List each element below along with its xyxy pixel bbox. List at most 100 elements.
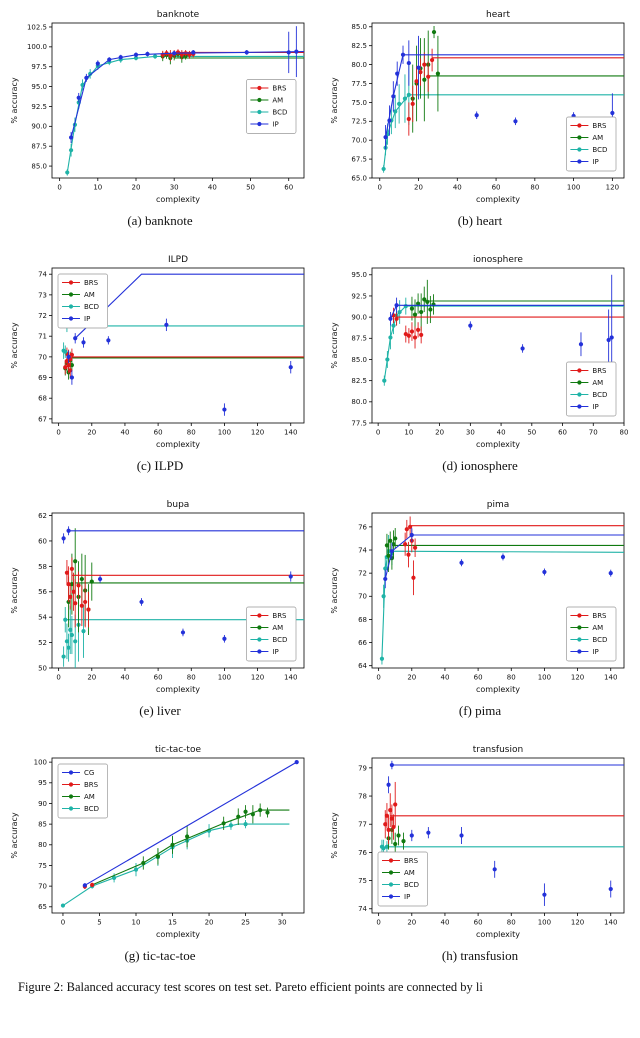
data-point <box>111 875 117 880</box>
data-point <box>578 342 584 347</box>
data-point <box>80 82 85 88</box>
y-tick-label: 75.0 <box>351 99 367 107</box>
legend-marker <box>388 882 394 887</box>
subplot-ilpd: ILPD 0 20 40 60 80 100 120 140 67 68 69 70 71 72 73 74 co… <box>7 251 313 474</box>
x-axis-label: complexity <box>476 440 520 449</box>
x-tick-label: 20 <box>414 184 423 192</box>
legend-label: BRS <box>272 85 287 93</box>
plot-frame <box>371 267 625 424</box>
x-tick-label: 140 <box>604 674 617 682</box>
subplot-caption-e: (e) liver <box>139 703 181 718</box>
legend-marker <box>257 649 262 654</box>
x-tick-label: 70 <box>589 429 598 437</box>
data-point <box>164 322 169 327</box>
data-point <box>388 316 393 321</box>
data-point <box>288 574 293 579</box>
legend-label: BCD <box>592 146 607 154</box>
series-brs <box>160 49 304 62</box>
y-axis-label: % accuracy <box>330 567 339 614</box>
x-tick-label: 0 <box>378 184 382 192</box>
series-am <box>63 351 304 380</box>
legend-marker <box>68 770 74 775</box>
data-point <box>389 549 394 554</box>
legend-marker <box>577 123 582 128</box>
data-point <box>152 54 158 59</box>
y-tick-label: 74 <box>358 905 367 913</box>
y-tick-label: 85.0 <box>31 162 47 170</box>
data-point <box>610 110 615 116</box>
data-point <box>608 886 613 892</box>
data-point <box>384 844 390 849</box>
legend-label: AM <box>592 379 603 387</box>
legend-box <box>566 116 617 172</box>
y-tick-label: 90.0 <box>31 123 47 131</box>
x-tick-label: 20 <box>87 674 96 682</box>
legend-marker <box>68 794 74 799</box>
data-point <box>89 579 94 584</box>
x-tick-label: 80 <box>530 184 539 192</box>
plot-area <box>379 516 625 665</box>
data-point <box>133 52 139 57</box>
data-point <box>425 299 430 304</box>
subplot-caption-f: (f) pima <box>458 703 502 718</box>
x-tick-label: 40 <box>120 429 129 437</box>
data-point <box>61 536 66 541</box>
data-point <box>385 357 390 362</box>
y-tick-label: 72.5 <box>351 118 367 126</box>
data-point <box>63 349 68 354</box>
y-tick-label: 90.0 <box>351 314 367 322</box>
y-tick-label: 85.0 <box>351 23 367 31</box>
data-point <box>69 363 74 368</box>
x-tick-label: 60 <box>558 429 567 437</box>
data-point <box>63 617 68 622</box>
data-point <box>66 363 71 368</box>
axes: ILPD 0 20 40 60 80 100 120 140 67 68 69 70 71 72 73 74 co… <box>10 255 305 449</box>
legend-label: AM <box>592 624 603 632</box>
legend-marker <box>68 304 74 309</box>
data-point <box>71 589 76 594</box>
y-tick-label: 95.0 <box>351 271 367 279</box>
x-tick-label: 20 <box>435 429 444 437</box>
y-tick-label: 50 <box>38 664 47 672</box>
data-point <box>95 61 100 66</box>
data-point <box>88 71 93 76</box>
x-tick-label: 100 <box>218 674 231 682</box>
y-tick-label: 82.5 <box>351 377 367 385</box>
legend-marker <box>388 858 394 863</box>
data-point <box>118 55 123 60</box>
data-point <box>391 94 396 99</box>
data-point <box>389 816 394 821</box>
data-point <box>608 571 613 576</box>
data-point <box>435 71 441 76</box>
data-point <box>66 582 71 587</box>
chart-transfusion: transfusion 0 20 40 60 80 100 120 140 74 75 76 77 78 7… <box>330 745 625 939</box>
data-point <box>381 846 386 851</box>
data-point <box>409 306 415 311</box>
x-tick-label: 20 <box>407 674 416 682</box>
data-point <box>191 50 196 55</box>
data-point <box>422 297 427 302</box>
y-tick-label: 78 <box>358 792 367 800</box>
data-point <box>66 354 71 359</box>
data-point <box>419 332 424 338</box>
data-point <box>422 77 427 82</box>
subplot-caption-g: (g) tic-tac-toe <box>124 948 196 963</box>
data-point <box>388 808 393 813</box>
series-brs <box>383 781 624 844</box>
data-point <box>406 60 411 66</box>
y-tick-label: 76 <box>358 523 367 531</box>
series-brs <box>64 557 304 628</box>
data-point <box>542 892 547 897</box>
series-ip <box>383 528 624 589</box>
x-tick-label: 10 <box>404 429 413 437</box>
legend-label: IP <box>404 893 410 901</box>
series-ip <box>386 760 624 906</box>
figure-grid: banknote 0 10 20 30 40 50 60 85.0 87.5 90.0 92.5 95.… <box>0 6 640 964</box>
data-point <box>492 867 497 872</box>
data-point <box>79 603 84 608</box>
data-point <box>412 335 418 340</box>
legend-label: BRS <box>272 612 287 620</box>
data-point <box>180 630 186 635</box>
data-point <box>542 569 547 575</box>
y-tick-label: 85.0 <box>351 356 367 364</box>
